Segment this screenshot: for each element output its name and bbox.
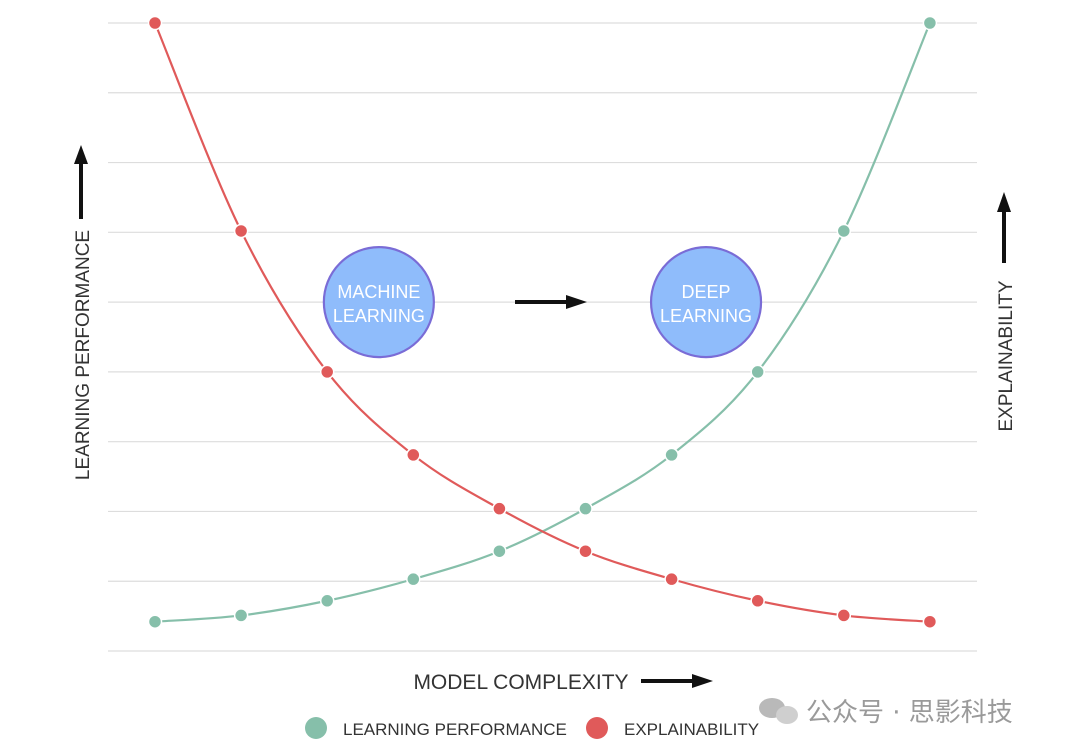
data-point: [233, 608, 249, 623]
legend-label: LEARNING PERFORMANCE: [343, 720, 567, 739]
data-point: [492, 501, 507, 516]
watermark-text: 公众号 · 思影科技: [806, 698, 1013, 728]
data-point: [836, 223, 852, 239]
data-point: [406, 447, 421, 463]
deep-learning-bubble: DEEP LEARNING: [649, 246, 763, 359]
data-point: [319, 593, 335, 609]
x-axis-label: MODEL COMPLEXITY: [413, 671, 628, 694]
data-point: [750, 364, 765, 380]
data-point: [147, 614, 163, 629]
bubble-circle: [649, 246, 763, 359]
arrow-up-icon: [997, 192, 1011, 263]
arrow-up-icon: [74, 145, 88, 219]
y-axis-left: LEARNING PERFORMANCE: [73, 145, 94, 480]
bubble-label-line2: LEARNING: [333, 306, 425, 326]
annotation-layer: MACHINE LEARNING DEEP LEARNING: [322, 246, 763, 359]
data-point: [836, 608, 852, 623]
bubble-label-line1: DEEP: [682, 282, 731, 302]
data-point: [664, 571, 679, 587]
arrow-right-icon: [515, 295, 587, 309]
legend-swatch: [586, 717, 608, 739]
data-point: [147, 15, 163, 31]
series-line: [153, 22, 930, 623]
legend: LEARNING PERFORMANCE EXPLAINABILITY: [305, 717, 759, 739]
data-point: [319, 364, 335, 380]
legend-item-explainability: EXPLAINABILITY: [586, 717, 759, 739]
series-explainability: [147, 15, 938, 629]
data-point: [664, 447, 679, 463]
data-point: [750, 593, 765, 609]
data-point: [492, 543, 507, 559]
data-point: [406, 571, 421, 587]
legend-swatch: [305, 717, 327, 739]
data-point: [922, 15, 938, 31]
bubble-circle: [322, 246, 435, 359]
data-point: [922, 614, 938, 629]
series-learning-performance: [147, 15, 938, 629]
x-axis: MODEL COMPLEXITY: [413, 671, 713, 694]
data-point: [233, 223, 249, 239]
watermark: 公众号 · 思影科技: [759, 698, 1013, 728]
y-axis-right-label: EXPLAINABILITY: [996, 280, 1017, 431]
y-axis-left-label: LEARNING PERFORMANCE: [73, 230, 94, 480]
legend-item-learning-performance: LEARNING PERFORMANCE: [305, 717, 567, 739]
wechat-icon: [759, 698, 798, 724]
data-point: [578, 543, 593, 559]
bubble-label-line1: MACHINE: [337, 282, 420, 302]
legend-label: EXPLAINABILITY: [624, 720, 759, 739]
arrow-right-icon: [641, 674, 713, 688]
y-axis-right: EXPLAINABILITY: [996, 192, 1017, 432]
machine-learning-bubble: MACHINE LEARNING: [322, 246, 435, 359]
series-layer: [147, 15, 938, 629]
grid-lines: [108, 22, 977, 652]
bubble-label-line2: LEARNING: [660, 306, 752, 326]
data-point: [578, 501, 593, 516]
